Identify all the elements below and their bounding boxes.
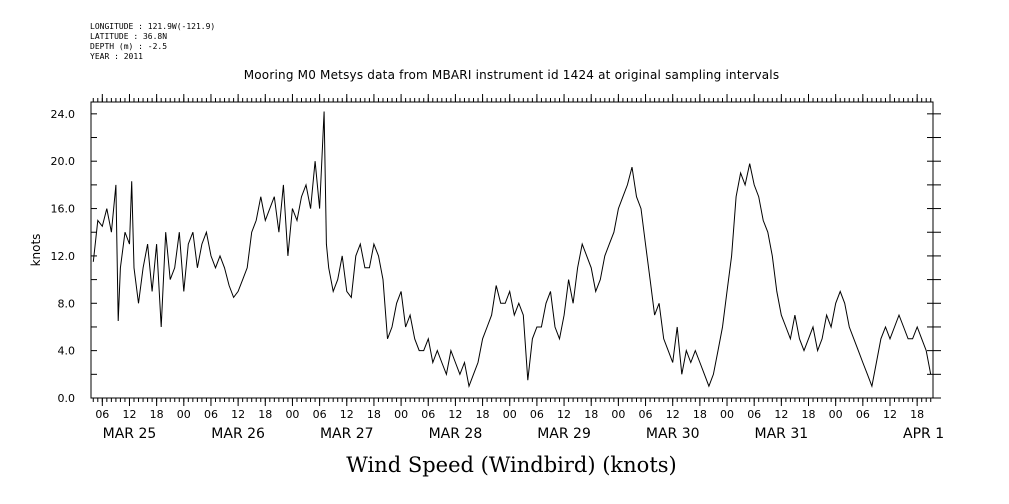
y-axis-label: knots [29, 234, 43, 267]
x-tick-label: 12 [557, 408, 571, 421]
x-tick-label: 18 [367, 408, 381, 421]
x-day-label: MAR 28 [429, 426, 483, 442]
x-tick-label: 06 [856, 408, 870, 421]
x-tick-label: 18 [693, 408, 707, 421]
x-tick-label: 06 [639, 408, 653, 421]
x-tick-label: 00 [503, 408, 517, 421]
metadata-block: LONGITUDE : 121.9W(-121.9) LATITUDE : 36… [90, 22, 215, 62]
y-tick-label: 0.0 [58, 392, 76, 405]
plot-frame [90, 101, 934, 399]
x-tick-label: 06 [530, 408, 544, 421]
x-tick-label: 00 [829, 408, 843, 421]
x-tick-label: 06 [204, 408, 218, 421]
y-tick-label: 4.0 [58, 345, 76, 358]
x-tick-label: 12 [448, 408, 462, 421]
y-tick-label: 12.0 [51, 250, 76, 263]
x-tick-label: 18 [150, 408, 164, 421]
x-day-label: APR 1 [903, 426, 944, 442]
x-tick-label: 12 [231, 408, 245, 421]
y-tick-label: 16.0 [51, 203, 76, 216]
x-axis-title: Wind Speed (Windbird) (knots) [0, 453, 1009, 477]
latitude-text: LATITUDE : 36.8N [90, 32, 168, 41]
wind-speed-line [92, 111, 932, 389]
x-tick-label: 06 [95, 408, 109, 421]
x-day-label: MAR 30 [646, 426, 700, 442]
chart-title-text: Mooring M0 Metsys data from MBARI instru… [243, 68, 780, 82]
y-tick-label: 24.0 [51, 108, 76, 121]
depth-text: DEPTH (m) : -2.5 [90, 42, 168, 51]
x-tick-label: 12 [666, 408, 680, 421]
x-tick-label: 06 [313, 408, 327, 421]
x-tick-label: 18 [584, 408, 598, 421]
y-tick-label: 20.0 [51, 155, 76, 168]
x-axis-title-text: Wind Speed (Windbird) (knots) [346, 453, 677, 477]
x-tick-label: 12 [774, 408, 788, 421]
x-tick-label: 06 [747, 408, 761, 421]
x-tick-label: 00 [720, 408, 734, 421]
x-tick-label: 12 [122, 408, 136, 421]
x-tick-label: 12 [883, 408, 897, 421]
x-day-label: MAR 31 [755, 426, 809, 442]
x-tick-label: 06 [421, 408, 435, 421]
longitude-text: LONGITUDE : 121.9W(-121.9) [90, 22, 216, 31]
x-tick-label: 00 [611, 408, 625, 421]
x-day-label: MAR 29 [537, 426, 591, 442]
year-text: YEAR : 2011 [90, 52, 143, 61]
x-day-label: MAR 27 [320, 426, 374, 442]
x-tick-label: 00 [394, 408, 408, 421]
x-day-label: MAR 26 [211, 426, 265, 442]
x-tick-label: 18 [802, 408, 816, 421]
chart-title: Mooring M0 Metsys data from MBARI instru… [0, 68, 1009, 82]
x-tick-label: 00 [177, 408, 191, 421]
x-tick-label: 18 [258, 408, 272, 421]
x-tick-label: 18 [910, 408, 924, 421]
y-tick-label: 8.0 [58, 297, 76, 310]
x-tick-label: 00 [285, 408, 299, 421]
x-tick-label: 18 [476, 408, 490, 421]
x-day-label: MAR 25 [103, 426, 157, 442]
x-tick-label: 12 [340, 408, 354, 421]
